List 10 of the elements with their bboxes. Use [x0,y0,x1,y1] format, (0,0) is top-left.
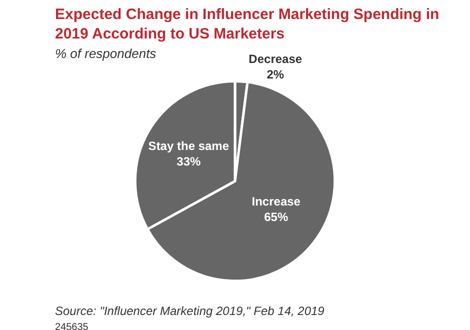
data-label: 65% [264,210,288,224]
slice-label: Stay the same [148,138,230,153]
chart-subtitle: % of respondents [55,46,157,61]
slice-label: Decrease [248,52,302,66]
source-note: Source: "Influencer Marketing 2019," Feb 14, 2019 [55,304,325,318]
data-label: 33% [176,154,201,169]
text: 245635 [55,322,89,330]
data-label: 2% [266,68,284,82]
slice-label: Increase [252,194,301,208]
chart-title: Expected Change in Influencer Marketing Spending in 2019 According to US Marketers [55,6,440,42]
